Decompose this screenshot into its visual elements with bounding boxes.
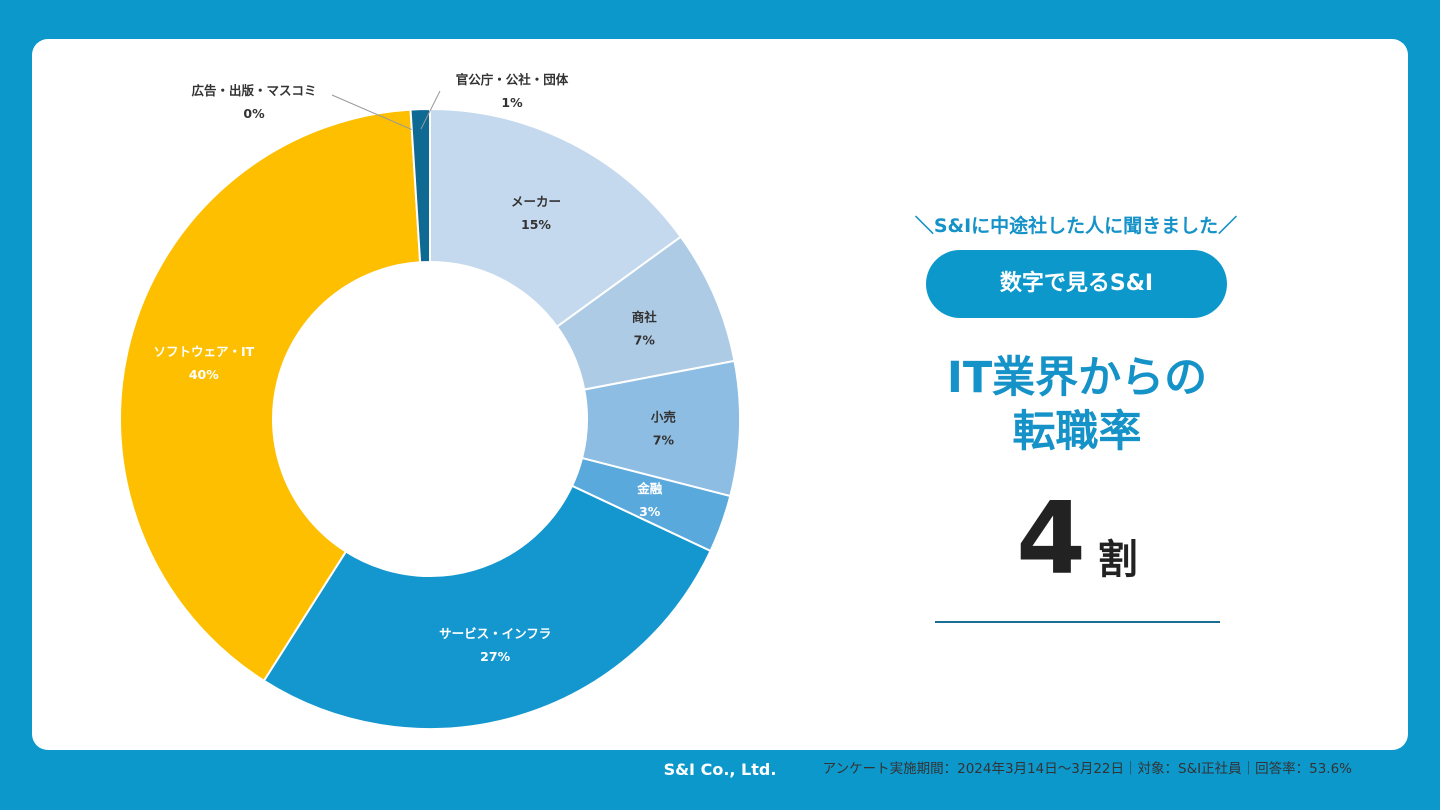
outside-label-6: 広告・出版・マスコミ [191, 83, 316, 98]
company-name: S&I Co., Ltd. [663, 760, 777, 779]
leader-line-7 [420, 90, 441, 130]
stat-number: 4 [1016, 480, 1086, 597]
slice-value-5: 40% [189, 367, 219, 382]
outside-value-6: 0% [243, 106, 265, 121]
slice-value-3: 3% [639, 504, 661, 519]
slice-label-5: ソフトウェア・IT [153, 344, 254, 359]
slice-label-2: 小売 [650, 409, 677, 424]
badge: 数字で見るS&I [926, 250, 1227, 318]
slice-value-2: 7% [653, 432, 675, 447]
survey-footnote: アンケート実施期間：2024年3月14日〜3月22日｜対象：S&I正社員｜回答率… [822, 761, 1352, 777]
slice-value-4: 27% [480, 649, 510, 664]
slice-value-1: 7% [634, 332, 656, 347]
slice-4 [262, 484, 712, 730]
headline-line-2: 転職率 [1012, 407, 1142, 457]
content-card: メーカー 15% 商社 7% 小売 7% 金融 3% サービス・インフラ 27% ソフトウェア・IT… [32, 39, 1408, 777]
slice-7 [409, 107, 431, 264]
outside-label-7: 官公庁・公社・団体 [456, 72, 569, 87]
headline-line-1: IT業界からの [946, 353, 1208, 403]
leader-line-6 [331, 94, 412, 131]
slice-label-3: 金融 [636, 481, 663, 496]
slice-5 [119, 108, 422, 683]
slice-label-0: メーカー [511, 194, 561, 209]
slice-label-4: サービス・インフラ [439, 626, 551, 641]
tagline: ＼S&Iに中途社した人に聞きました／ [914, 215, 1238, 237]
outside-value-7: 1% [501, 95, 523, 110]
headline-title: IT業界からの 転職率 [872, 351, 1282, 459]
donut-chart: メーカー 15% 商社 7% 小売 7% 金融 3% サービス・インフラ 27% ソフトウェア・IT… [119, 72, 741, 730]
divider [935, 621, 1220, 623]
slice-value-0: 15% [521, 217, 551, 232]
stat-unit: 割 [1097, 537, 1138, 583]
slice-0 [429, 107, 683, 329]
slice-label-1: 商社 [632, 309, 658, 324]
